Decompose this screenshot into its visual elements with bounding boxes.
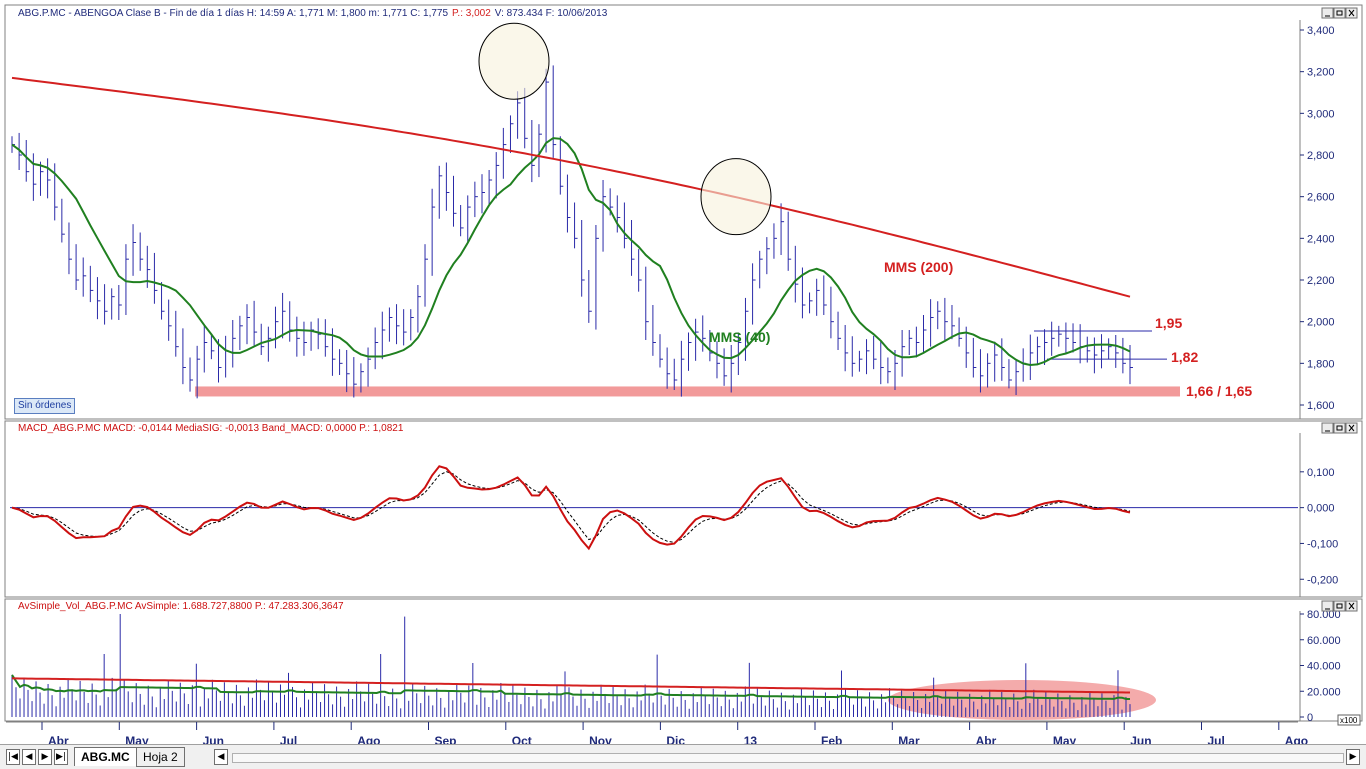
sheet-tab-bar: |◀ ◀ ▶ ▶| ABG.MC Hoja 2 ◀ ▶ [0, 744, 1366, 769]
price-tick-label: 2,000 [1307, 317, 1335, 329]
price-window-buttons [1321, 7, 1358, 19]
macd-tick-label: -0,100 [1307, 538, 1338, 550]
close-icon [1348, 9, 1355, 17]
minimize-button[interactable] [1321, 7, 1334, 19]
macd-panel-title: MACD_ABG.P.MC MACD: -0,0144 MediaSIG: -0… [18, 423, 404, 434]
month-label: Abr [976, 734, 997, 744]
price-title-bar [6, 6, 1361, 20]
month-label: May [1053, 734, 1077, 744]
chart-canvas: ABG.P.MC - ABENGOA Clase B - Fin de día … [4, 4, 1363, 748]
maximize-icon [1336, 603, 1343, 609]
price-tick-label: 2,200 [1307, 275, 1335, 287]
volume-y-axis: 80.000 60.000 40.000 20.000 0 [1300, 609, 1341, 724]
macd-tick-label: -0,200 [1307, 574, 1338, 586]
first-sheet-button[interactable]: |◀ [6, 749, 20, 765]
macd-panel [4, 420, 1363, 598]
maximize-button[interactable] [1333, 422, 1346, 434]
volume-ma40-line [11, 674, 1130, 700]
price-panel [4, 4, 1363, 420]
scroll-right-button[interactable]: ▶ [1346, 749, 1360, 765]
price-plot [11, 22, 1180, 399]
mms40-line [11, 137, 1131, 367]
month-label: Nov [589, 734, 612, 744]
close-icon [1348, 602, 1355, 610]
macd-y-axis: 0,100 0,000 -0,100 -0,200 [1300, 467, 1338, 586]
macd-signal-line [11, 471, 1131, 543]
price-tick-label: 3,200 [1307, 67, 1335, 79]
month-label: Sep [435, 734, 457, 744]
level-195-label: 1,95 [1155, 315, 1182, 331]
macd-plot [10, 465, 1298, 551]
price-y-axis: 3,400 3,200 3,000 2,800 2,600 2,400 2,200 2,000… [1300, 25, 1335, 412]
month-label: 13 [744, 734, 758, 744]
orders-badge[interactable]: Sin órdenes [14, 398, 76, 414]
macd-line [11, 465, 1131, 551]
price-tick-label: 1,600 [1307, 400, 1335, 412]
price-tick-label: 3,400 [1307, 25, 1335, 37]
close-icon [1348, 424, 1355, 432]
month-label: Ago [357, 734, 380, 744]
month-label: Abr [48, 734, 69, 744]
month-label: Oct [512, 734, 532, 744]
volume-tick-label: 40.000 [1307, 661, 1341, 673]
maximize-icon [1336, 10, 1343, 16]
last-sheet-button[interactable]: ▶| [54, 749, 68, 765]
maximize-icon [1336, 425, 1343, 431]
month-label: Mar [898, 734, 920, 744]
unit-badge [1337, 714, 1361, 726]
next-sheet-button[interactable]: ▶ [38, 749, 52, 765]
tab-abg-mc[interactable]: ABG.MC [74, 747, 137, 766]
prev-sheet-button[interactable]: ◀ [22, 749, 36, 765]
mms200-label: MMS (200) [884, 259, 953, 275]
macd-tick-label: 0,100 [1307, 467, 1335, 479]
month-label: Jun [1130, 734, 1151, 744]
volume-panel-title: AvSimple_Vol_ABG.P.MC AvSimple: 1.688.72… [18, 601, 344, 612]
month-label: Feb [821, 734, 842, 744]
minimize-button[interactable] [1321, 422, 1334, 434]
price-tick-label: 2,800 [1307, 150, 1335, 162]
mms200-line [11, 76, 1131, 298]
peak-oct-circle [478, 22, 550, 100]
support-band [195, 386, 1180, 397]
level-182-label: 1,82 [1171, 349, 1198, 365]
month-label: Jul [280, 734, 297, 744]
price-tick-label: 1,800 [1307, 358, 1335, 370]
month-axis: Abr May Jun Jul Ago Sep Oct Nov Dic 13 Feb Mar Abr Ma… [6, 721, 1308, 748]
volume-ma200-line [12, 677, 1130, 694]
support-label: 1,66 / 1,65 [1186, 383, 1252, 399]
macd-tick-label: 0,000 [1307, 503, 1335, 515]
price-tick-label: 2,400 [1307, 233, 1335, 245]
volume-tick-label: 0 [1307, 712, 1313, 724]
month-label: Jun [203, 734, 224, 744]
volume-plot [11, 614, 1156, 720]
month-label: Dic [666, 734, 685, 744]
volume-tick-label: 20.000 [1307, 686, 1341, 698]
minimize-button[interactable] [1321, 600, 1334, 612]
tab-hoja-2[interactable]: Hoja 2 [136, 747, 185, 767]
maximize-button[interactable] [1333, 600, 1346, 612]
volume-tick-label: 80.000 [1307, 609, 1341, 621]
price-tick-label: 2,600 [1307, 192, 1335, 204]
mms40-label: MMS (40) [709, 329, 770, 345]
month-label: Jul [1208, 734, 1225, 744]
unit-label: x100 [1340, 716, 1358, 725]
price-panel-title: ABG.P.MC - ABENGOA Clase B - Fin de día … [18, 8, 608, 19]
macd-window-buttons [1321, 422, 1358, 434]
tab-scroll-left-button[interactable]: ◀ [214, 749, 228, 765]
maximize-button[interactable] [1333, 7, 1346, 19]
volume-tick-label: 60.000 [1307, 635, 1341, 647]
price-tick-label: 3,000 [1307, 108, 1335, 120]
month-label: Ago [1285, 734, 1308, 744]
month-label: May [125, 734, 149, 744]
horizontal-scrollbar[interactable] [232, 753, 1344, 763]
volume-window-buttons [1321, 600, 1358, 612]
peak-ene-circle [700, 158, 772, 236]
